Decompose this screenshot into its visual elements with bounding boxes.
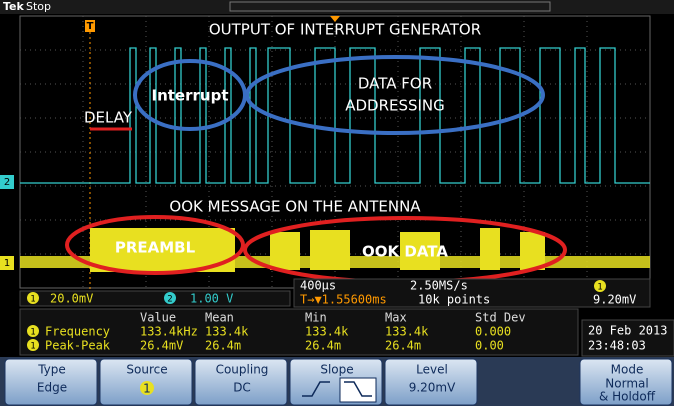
menu-button[interactable]: Slope: [290, 359, 382, 405]
annotation-delay: DELAY: [84, 109, 133, 127]
readouts: 1 20.0mV 2 1.00 V 400µs 2.50MS/s T→▼1.55…: [20, 279, 650, 308]
ch1-marker: 1: [4, 258, 10, 269]
menu-button[interactable]: Level 9.20mV: [385, 359, 477, 405]
run-state: Stop: [26, 0, 51, 13]
meas-value: 133.4k: [205, 325, 249, 339]
annotation-antenna: OOK MESSAGE ON THE ANTENNA: [169, 198, 421, 216]
ch2-label: 2: [167, 295, 172, 305]
menu-button[interactable]: Type Edge: [5, 359, 97, 405]
scope-screen: Tek Stop T 2 1 OUTPUT OF INTERRUPT GENER…: [0, 0, 674, 406]
button-value[interactable]: 9.20mV: [409, 381, 456, 395]
annotation-data: DATA FOR: [358, 75, 432, 93]
annotation-ook: OOK DATA: [362, 243, 448, 261]
annotation-title: OUTPUT OF INTERRUPT GENERATOR: [209, 21, 481, 39]
meas-value: 133.4kHz: [140, 325, 198, 339]
meas-value: 26.4m: [385, 339, 421, 353]
button-value[interactable]: 1: [143, 382, 151, 396]
trigger-level: 9.20mV: [593, 293, 636, 307]
menu-button[interactable]: Coupling DC: [195, 359, 287, 405]
meas-header: Max: [385, 311, 407, 325]
meas-header: Mean: [205, 311, 234, 325]
date: 20 Feb 2013: [588, 324, 667, 338]
meas-source: 1: [30, 328, 35, 338]
button-value[interactable]: & Holdoff: [599, 390, 656, 404]
ch1-scale: 20.0mV: [50, 292, 93, 306]
button-value[interactable]: DC: [233, 381, 251, 395]
meas-value: 26.4m: [205, 339, 241, 353]
button-label[interactable]: Type: [37, 363, 66, 377]
meas-value: 26.4m: [305, 339, 341, 353]
meas-value: 133.4k: [385, 325, 429, 339]
ch2-scale: 1.00 V: [190, 292, 233, 306]
button-label[interactable]: Mode: [611, 363, 644, 377]
trigger-position: T→▼1.55600ms: [300, 293, 387, 307]
annotation-data: ADDRESSING: [345, 97, 445, 115]
brand: Tek: [3, 0, 25, 13]
record-length: 10k points: [418, 293, 490, 307]
meas-source: 1: [30, 342, 35, 352]
meas-header: Value: [140, 311, 176, 325]
meas-header: Std Dev: [475, 311, 526, 325]
sample-rate: 2.50MS/s: [410, 279, 468, 293]
timebase: 400µs: [300, 279, 336, 293]
button-label[interactable]: Level: [416, 363, 448, 377]
data-ellipse: [247, 57, 543, 133]
menu-button[interactable]: Source 1: [100, 359, 192, 405]
button-label[interactable]: Slope: [320, 363, 353, 377]
trigger-marker: T: [87, 21, 94, 32]
meas-value: 26.4mV: [140, 339, 183, 353]
meas-value: 0.00: [475, 339, 504, 353]
button-label[interactable]: Coupling: [216, 363, 269, 377]
ch1-label: 1: [30, 295, 35, 305]
meas-value: 133.4k: [305, 325, 349, 339]
meas-value: 0.000: [475, 325, 511, 339]
button-value[interactable]: Normal: [605, 377, 648, 391]
annotation-interrupt: Interrupt: [152, 87, 229, 105]
meas-header: Min: [305, 311, 327, 325]
meas-name: Peak-Peak: [45, 339, 111, 353]
button-label[interactable]: Source: [126, 363, 167, 377]
ch2-marker: 2: [4, 177, 10, 188]
meas-name: Frequency: [45, 325, 110, 339]
annotation-preamble: PREAMBL: [115, 239, 196, 257]
time: 23:48:03: [588, 339, 646, 353]
trigger-source: 1: [597, 283, 602, 293]
button-value[interactable]: Edge: [37, 381, 67, 395]
